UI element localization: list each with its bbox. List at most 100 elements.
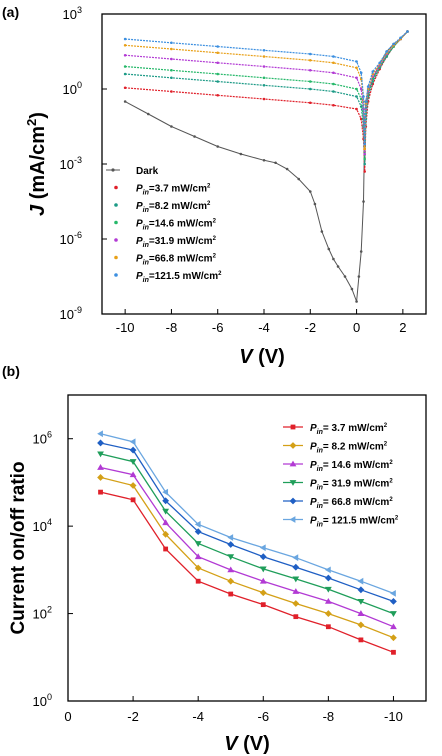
- series-6: [123, 30, 409, 146]
- data-point: [170, 68, 173, 72]
- data-point: [313, 202, 317, 206]
- data-point: [227, 577, 235, 585]
- series-line: [100, 476, 394, 639]
- y-tick-label: 102: [33, 605, 52, 622]
- data-point: [390, 623, 397, 630]
- data-point: [308, 52, 312, 56]
- data-point: [355, 66, 358, 70]
- x-tick-label: -10: [384, 709, 403, 724]
- data-point: [308, 101, 312, 105]
- x-tick-label: 0: [353, 320, 360, 335]
- data-point: [129, 471, 137, 478]
- data-point: [262, 158, 266, 162]
- data-point: [308, 80, 312, 83]
- data-point: [332, 61, 335, 65]
- panel-a-y-axis-title: J (mA/cm2): [24, 112, 49, 216]
- data-point: [194, 553, 202, 560]
- y-tick-label: 10-6: [60, 230, 82, 247]
- legend-marker: [111, 168, 115, 172]
- data-point: [274, 161, 277, 165]
- legend-item-3: Pin=14.6 mW/cm2: [114, 219, 217, 232]
- data-point: [406, 30, 409, 33]
- legend-marker: [114, 203, 118, 207]
- y-tick-label: 10-9: [60, 305, 82, 322]
- data-point: [297, 177, 301, 181]
- data-point: [216, 45, 220, 48]
- data-point: [97, 430, 103, 438]
- data-point: [390, 589, 396, 597]
- series-line: [100, 453, 394, 615]
- data-point: [324, 566, 331, 574]
- legend-label: Pin=121.5 mW/cm2: [136, 271, 222, 284]
- y-tick-label: 106: [33, 430, 52, 447]
- data-point: [371, 70, 375, 73]
- data-point: [98, 489, 103, 495]
- data-point: [355, 300, 358, 303]
- data-point: [163, 546, 169, 552]
- data-point: [292, 600, 300, 607]
- data-point: [216, 93, 220, 97]
- series-4: [97, 439, 397, 605]
- data-point: [289, 460, 297, 467]
- legend-label: Pin= 8.2 mW/cm2: [310, 442, 388, 455]
- data-point: [293, 614, 299, 620]
- data-point: [170, 90, 173, 93]
- data-point: [357, 610, 365, 616]
- data-point: [227, 534, 234, 541]
- data-point: [170, 125, 173, 128]
- data-point: [129, 482, 137, 489]
- legend-label: Pin= 3.7 mW/cm2: [310, 423, 388, 436]
- series-line: [125, 31, 408, 145]
- series-line: [100, 466, 394, 628]
- data-point: [355, 95, 358, 98]
- data-point: [289, 442, 297, 449]
- data-point: [325, 624, 331, 630]
- data-point: [308, 68, 312, 72]
- legend-item-1: Pin=3.7 mW/cm2: [114, 184, 211, 197]
- data-point: [336, 265, 340, 268]
- data-point: [359, 71, 363, 75]
- series-line: [100, 433, 394, 595]
- data-point: [390, 634, 397, 642]
- data-point: [362, 200, 365, 203]
- data-point: [130, 497, 136, 503]
- panel-b: (b) 0 -2 -4 -6 -8 -10 100 102 104 106 Pin= 3.7 mW…: [2, 363, 427, 755]
- data-point: [385, 50, 388, 53]
- legend-label: Pin=14.6 mW/cm2: [136, 219, 217, 232]
- legend-item-4: Pin= 66.8 mW/cm2: [283, 497, 393, 510]
- data-point: [259, 589, 267, 597]
- data-point: [289, 497, 297, 505]
- legend-label: Pin=3.7 mW/cm2: [136, 184, 211, 197]
- y-tick-label: 100: [33, 692, 52, 709]
- data-point: [170, 76, 173, 80]
- y-tick-label: 104: [33, 517, 52, 534]
- data-point: [324, 610, 332, 617]
- data-point: [324, 574, 332, 582]
- panel-a: (a) -10 -8 -6 -4 -2 0 2 103 100 10-3 10-6 10-9 Dark…: [2, 4, 427, 368]
- legend-item-0: Dark: [106, 166, 159, 177]
- x-tick-label: 0: [64, 709, 71, 724]
- data-point: [292, 588, 300, 594]
- data-point: [350, 287, 354, 291]
- legend-label: Pin= 14.6 mW/cm2: [310, 460, 393, 473]
- data-point: [359, 250, 363, 253]
- data-point: [216, 145, 220, 148]
- data-point: [357, 621, 365, 629]
- data-point: [194, 520, 201, 528]
- data-point: [97, 474, 104, 481]
- data-point: [262, 76, 266, 80]
- data-point: [363, 170, 366, 173]
- data-point: [292, 563, 300, 571]
- data-point: [162, 497, 170, 505]
- legend-label: Pin= 66.8 mW/cm2: [310, 497, 393, 510]
- legend-item-1: Pin= 8.2 mW/cm2: [283, 442, 388, 455]
- data-point: [97, 451, 104, 458]
- y-tick-label: 100: [63, 80, 82, 97]
- series-2: [97, 464, 397, 630]
- data-point: [262, 65, 266, 68]
- data-point: [259, 577, 267, 584]
- data-point: [363, 142, 366, 146]
- data-point: [324, 586, 332, 593]
- data-point: [327, 247, 331, 251]
- legend-label: Pin=66.8 mW/cm2: [136, 254, 217, 267]
